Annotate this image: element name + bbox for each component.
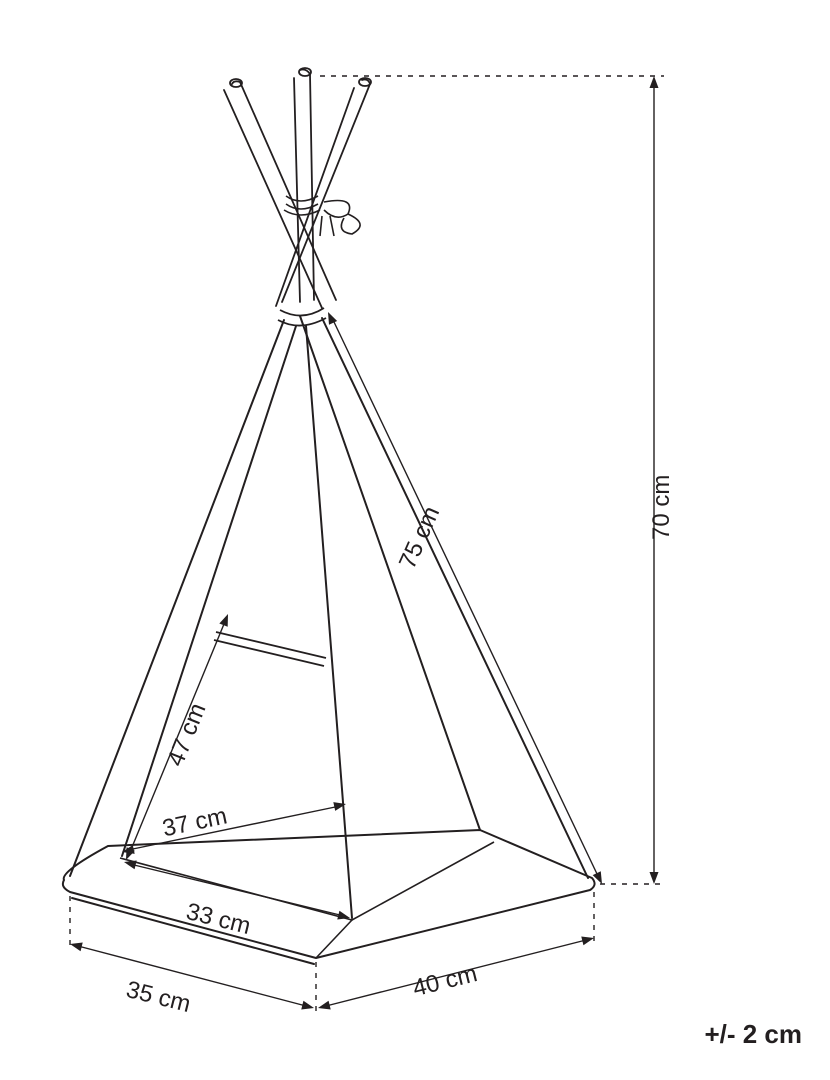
teepee-line-drawing: [0, 0, 830, 1080]
diagram-stage: 70 cm 75 cm 47 cm 37 cm 33 cm 35 cm 40 c…: [0, 0, 830, 1080]
tolerance-note: +/- 2 cm: [704, 1019, 802, 1050]
